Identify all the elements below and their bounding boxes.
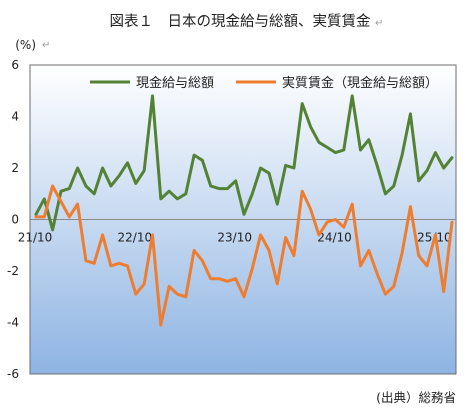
- y-tick-label: 2: [11, 161, 19, 175]
- y-tick-label: 0: [11, 213, 19, 227]
- x-axis-ticks: 21/10 22/10 23/10 24/10 25/10: [18, 219, 456, 245]
- y-axis-ticks: 6 4 2 0 -2 -4 -6: [7, 58, 19, 381]
- chart-title: 図表１ 日本の現金給与総額、実質賃金: [110, 12, 371, 30]
- series-line-nominal-wages: [34, 94, 454, 232]
- paragraph-mark: ↵: [42, 40, 50, 51]
- legend-label-real-wages: 実質賃金（現金給与総額）: [282, 75, 438, 91]
- y-tick-label: 4: [11, 110, 19, 124]
- x-tick-label: 24/10: [317, 231, 352, 245]
- x-tick-label: 23/10: [217, 231, 252, 245]
- y-tick-label: 6: [11, 58, 19, 72]
- series-lines: [34, 94, 454, 327]
- y-tick-label: -4: [7, 316, 19, 330]
- legend: 現金給与総額 実質賃金（現金給与総額）: [90, 75, 438, 91]
- x-tick-label: 21/10: [18, 231, 53, 245]
- legend-label-nominal-wages: 現金給与総額: [136, 75, 214, 91]
- series-line-real-wages: [34, 184, 454, 327]
- x-tick-label: 22/10: [118, 231, 153, 245]
- y-tick-label: -6: [7, 367, 19, 381]
- y-axis-label: (%): [15, 38, 36, 52]
- paragraph-mark: ↵: [375, 18, 383, 29]
- source-note: (出典）総務省: [376, 390, 456, 405]
- y-tick-label: -2: [7, 264, 19, 278]
